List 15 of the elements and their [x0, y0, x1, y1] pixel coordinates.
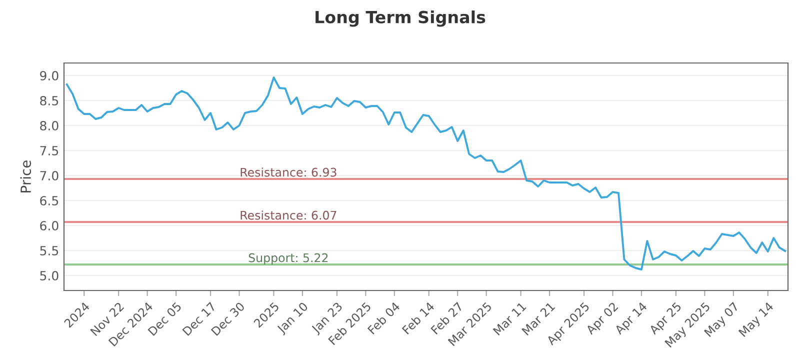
line-series [66, 76, 786, 270]
ref-line-label: Resistance: 6.07 [240, 210, 336, 220]
y-tick-label: 5.0 [40, 270, 58, 280]
y-tick-label: 8.5 [40, 96, 58, 106]
y-tick-label: 7.0 [40, 170, 58, 180]
y-tick-label: 6.5 [40, 196, 58, 206]
y-tick-label: 6.0 [40, 220, 58, 230]
y-tick-label: 9.0 [40, 70, 58, 80]
chart-title: Long Term Signals [316, 10, 486, 27]
y-tick-label: 7.5 [40, 146, 58, 156]
y-tick-label: 8.0 [40, 120, 58, 130]
y-axis-title: Price [20, 160, 32, 192]
ref-line-label: Support: 5.22 [248, 253, 328, 264]
ref-line-label: Resistance: 6.93 [240, 168, 336, 177]
y-tick-label: 5.5 [40, 246, 58, 256]
